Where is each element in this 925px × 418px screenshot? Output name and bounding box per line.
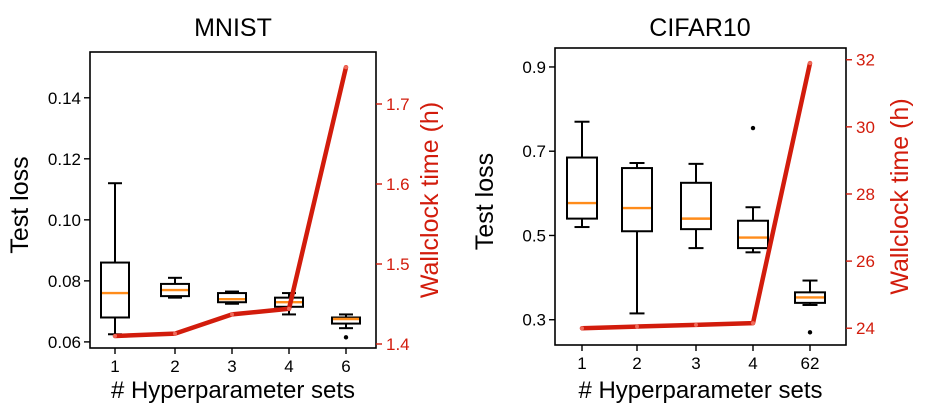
iqr-box [566,156,598,220]
iqr-box [331,316,361,325]
y2-tick-label: 30 [856,118,875,137]
wallclock-point [173,331,177,336]
x-tick-label: 4 [748,354,757,373]
outlier-point [807,330,813,335]
wallclock-point [751,321,755,326]
y2-tick-label: 26 [856,252,875,271]
chart-title: CIFAR10 [649,14,750,42]
x-tick-label: 1 [577,354,586,373]
x-tick-label: 6 [341,357,350,376]
x-axis-label: # Hyperparameter sets [111,377,355,404]
y2-tick-label: 1.6 [386,175,410,194]
iqr-box [217,292,247,304]
wallclock-point [230,312,234,317]
wallclock-line [112,64,349,339]
box-plot [100,182,130,336]
y-tick-label: 0.12 [48,150,81,169]
x-tick-label: 2 [632,354,641,373]
iqr-box [794,291,826,304]
box-plot [794,279,826,335]
box-plot [737,125,769,254]
wallclock-point [113,334,117,338]
x-tick-label: 1 [110,357,119,376]
y2-axis-label: Wallclock time (h) [416,102,444,298]
x-axis-label: # Hyperparameter sets [578,377,822,404]
wallclock-point [344,65,348,70]
y2-tick-label: 1.5 [386,255,410,274]
y-tick-label: 0.7 [522,142,546,161]
iqr-box [737,219,769,250]
wallclock-line [579,60,813,331]
box-plot [331,313,361,340]
y-tick-label: 0.5 [522,226,546,245]
box-plot [566,120,598,229]
plot-frame [89,51,377,349]
y-axis-label: Test loss [471,153,499,250]
y2-axis-label: Wallclock time (h) [886,98,914,294]
x-tick-label: 3 [227,357,236,376]
y-tick-label: 0.08 [48,272,81,291]
wallclock-point [808,61,812,66]
x-tick-label: 3 [691,354,700,373]
y-tick-label: 0.9 [522,58,546,77]
wallclock-point [287,306,291,311]
panel-mnist: MNIST 0.06 0.08 0.10 0.12 0.14 1.4 1.5 1.6 1.7 1 2 3… [6,14,444,404]
outlier-point [343,335,349,340]
x-tick-label: 2 [170,357,179,376]
chart-title: MNIST [194,14,272,42]
x-tick-label: 4 [284,357,293,376]
y-tick-label: 0.10 [48,211,81,230]
y2-tick-label: 1.7 [386,95,410,114]
y-axis-label: Test loss [6,156,34,253]
plot-frame [554,47,847,346]
iqr-box [100,261,130,319]
box-plot [621,162,653,315]
iqr-box [680,181,712,231]
x-tick-label: 62 [801,354,820,373]
y2-tick-label: 24 [856,319,875,338]
box-plot [160,276,190,299]
y-tick-label: 0.3 [522,311,546,330]
y2-tick-label: 32 [856,51,875,70]
wallclock-point [694,322,698,327]
y-tick-label: 0.14 [48,89,81,108]
box-plot [217,290,247,305]
wallclock-point [635,324,639,329]
y2-tick-label: 1.4 [386,335,410,354]
panel-cifar10: CIFAR10 0.3 0.5 0.7 0.9 24 26 28 30 32 1 2 3 4 62 # Hyp… [471,14,914,404]
iqr-box [621,167,653,233]
wallclock-point [580,326,584,331]
iqr-box [160,282,190,298]
y-tick-label: 0.06 [48,333,81,352]
y2-tick-label: 28 [856,185,875,204]
box-plot [680,162,712,250]
outlier-point [750,125,756,131]
